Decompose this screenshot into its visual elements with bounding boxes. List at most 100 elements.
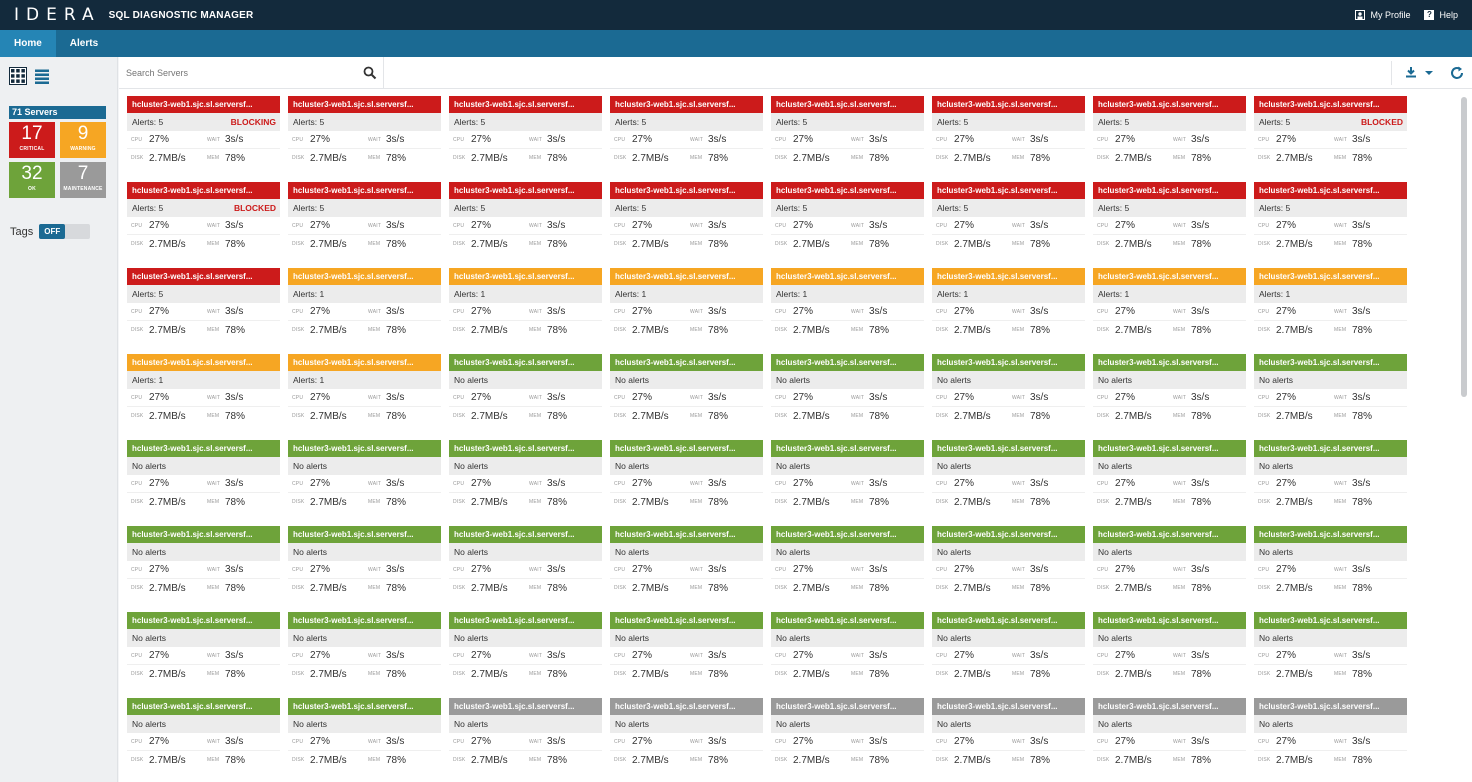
server-name[interactable]: hcluster3-web1.sjc.sl.serversf...: [288, 440, 441, 457]
server-name[interactable]: hcluster3-web1.sjc.sl.serversf...: [771, 612, 924, 629]
server-name[interactable]: hcluster3-web1.sjc.sl.serversf...: [1254, 182, 1407, 199]
server-name[interactable]: hcluster3-web1.sjc.sl.serversf...: [932, 268, 1085, 285]
server-card[interactable]: hcluster3-web1.sjc.sl.serversf... No aler…: [1093, 612, 1246, 684]
server-card[interactable]: hcluster3-web1.sjc.sl.serversf... No aler…: [610, 354, 763, 426]
server-card[interactable]: hcluster3-web1.sjc.sl.serversf... No aler…: [932, 440, 1085, 512]
server-name[interactable]: hcluster3-web1.sjc.sl.serversf...: [449, 96, 602, 113]
server-name[interactable]: hcluster3-web1.sjc.sl.serversf...: [610, 698, 763, 715]
server-card[interactable]: hcluster3-web1.sjc.sl.serversf... Alerts:…: [1093, 182, 1246, 254]
server-card[interactable]: hcluster3-web1.sjc.sl.serversf... Alerts:…: [610, 268, 763, 340]
server-card[interactable]: hcluster3-web1.sjc.sl.serversf... No aler…: [1254, 526, 1407, 598]
help-link[interactable]: ? Help: [1424, 10, 1458, 20]
server-name[interactable]: hcluster3-web1.sjc.sl.serversf...: [932, 526, 1085, 543]
server-name[interactable]: hcluster3-web1.sjc.sl.serversf...: [771, 182, 924, 199]
server-name[interactable]: hcluster3-web1.sjc.sl.serversf...: [288, 96, 441, 113]
server-name[interactable]: hcluster3-web1.sjc.sl.serversf...: [449, 440, 602, 457]
server-card[interactable]: hcluster3-web1.sjc.sl.serversf... No aler…: [932, 612, 1085, 684]
server-name[interactable]: hcluster3-web1.sjc.sl.serversf...: [127, 268, 280, 285]
server-name[interactable]: hcluster3-web1.sjc.sl.serversf...: [771, 526, 924, 543]
server-name[interactable]: hcluster3-web1.sjc.sl.serversf...: [449, 698, 602, 715]
server-card[interactable]: hcluster3-web1.sjc.sl.serversf... Alerts:…: [288, 182, 441, 254]
server-card[interactable]: hcluster3-web1.sjc.sl.serversf... Alerts:…: [449, 96, 602, 168]
server-name[interactable]: hcluster3-web1.sjc.sl.serversf...: [932, 612, 1085, 629]
server-card[interactable]: hcluster3-web1.sjc.sl.serversf... No aler…: [771, 354, 924, 426]
my-profile-link[interactable]: My Profile: [1355, 10, 1410, 20]
server-card[interactable]: hcluster3-web1.sjc.sl.serversf... No aler…: [1254, 440, 1407, 512]
server-card[interactable]: hcluster3-web1.sjc.sl.serversf... Alerts:…: [1254, 96, 1407, 168]
server-card[interactable]: hcluster3-web1.sjc.sl.serversf... Alerts:…: [127, 268, 280, 340]
server-name[interactable]: hcluster3-web1.sjc.sl.serversf...: [771, 354, 924, 371]
tags-toggle[interactable]: OFF: [39, 224, 91, 239]
server-card[interactable]: hcluster3-web1.sjc.sl.serversf... Alerts:…: [288, 96, 441, 168]
server-card[interactable]: hcluster3-web1.sjc.sl.serversf... No aler…: [932, 526, 1085, 598]
thumbnail-view-icon[interactable]: [9, 67, 27, 85]
server-name[interactable]: hcluster3-web1.sjc.sl.serversf...: [1093, 96, 1246, 113]
server-name[interactable]: hcluster3-web1.sjc.sl.serversf...: [1254, 354, 1407, 371]
server-card[interactable]: hcluster3-web1.sjc.sl.serversf... No aler…: [1093, 698, 1246, 770]
server-name[interactable]: hcluster3-web1.sjc.sl.serversf...: [449, 354, 602, 371]
server-name[interactable]: hcluster3-web1.sjc.sl.serversf...: [449, 268, 602, 285]
ok-count-tile[interactable]: 32 OK: [9, 162, 55, 198]
server-name[interactable]: hcluster3-web1.sjc.sl.serversf...: [932, 182, 1085, 199]
maintenance-count-tile[interactable]: 7 MAINTENANCE: [60, 162, 106, 198]
tab-alerts[interactable]: Alerts: [69, 38, 99, 49]
server-card[interactable]: hcluster3-web1.sjc.sl.serversf... Alerts:…: [1093, 268, 1246, 340]
server-card[interactable]: hcluster3-web1.sjc.sl.serversf... No aler…: [449, 698, 602, 770]
server-name[interactable]: hcluster3-web1.sjc.sl.serversf...: [932, 698, 1085, 715]
server-name[interactable]: hcluster3-web1.sjc.sl.serversf...: [1254, 698, 1407, 715]
server-card[interactable]: hcluster3-web1.sjc.sl.serversf... Alerts:…: [932, 182, 1085, 254]
server-card[interactable]: hcluster3-web1.sjc.sl.serversf... No aler…: [610, 698, 763, 770]
server-name[interactable]: hcluster3-web1.sjc.sl.serversf...: [127, 182, 280, 199]
server-card[interactable]: hcluster3-web1.sjc.sl.serversf... No aler…: [610, 440, 763, 512]
server-name[interactable]: hcluster3-web1.sjc.sl.serversf...: [288, 182, 441, 199]
server-name[interactable]: hcluster3-web1.sjc.sl.serversf...: [449, 182, 602, 199]
server-card[interactable]: hcluster3-web1.sjc.sl.serversf... Alerts:…: [932, 96, 1085, 168]
server-card[interactable]: hcluster3-web1.sjc.sl.serversf... No aler…: [771, 698, 924, 770]
server-card[interactable]: hcluster3-web1.sjc.sl.serversf... No aler…: [449, 354, 602, 426]
server-card[interactable]: hcluster3-web1.sjc.sl.serversf... No aler…: [771, 612, 924, 684]
idera-logo[interactable]: IDERA: [14, 5, 101, 25]
server-name[interactable]: hcluster3-web1.sjc.sl.serversf...: [771, 96, 924, 113]
server-name[interactable]: hcluster3-web1.sjc.sl.serversf...: [449, 526, 602, 543]
server-card[interactable]: hcluster3-web1.sjc.sl.serversf... Alerts:…: [1254, 268, 1407, 340]
server-card[interactable]: hcluster3-web1.sjc.sl.serversf... Alerts:…: [1093, 96, 1246, 168]
server-name[interactable]: hcluster3-web1.sjc.sl.serversf...: [1254, 526, 1407, 543]
server-card[interactable]: hcluster3-web1.sjc.sl.serversf... No aler…: [1254, 612, 1407, 684]
warning-count-tile[interactable]: 9 WARNING: [60, 122, 106, 158]
search-input[interactable]: [123, 63, 381, 83]
server-card[interactable]: hcluster3-web1.sjc.sl.serversf... No aler…: [288, 698, 441, 770]
server-name[interactable]: hcluster3-web1.sjc.sl.serversf...: [288, 268, 441, 285]
server-name[interactable]: hcluster3-web1.sjc.sl.serversf...: [127, 612, 280, 629]
server-card[interactable]: hcluster3-web1.sjc.sl.serversf... Alerts:…: [127, 354, 280, 426]
server-name[interactable]: hcluster3-web1.sjc.sl.serversf...: [771, 698, 924, 715]
server-name[interactable]: hcluster3-web1.sjc.sl.serversf...: [610, 526, 763, 543]
server-card[interactable]: hcluster3-web1.sjc.sl.serversf... Alerts:…: [1254, 182, 1407, 254]
server-card[interactable]: hcluster3-web1.sjc.sl.serversf... No aler…: [288, 440, 441, 512]
server-card[interactable]: hcluster3-web1.sjc.sl.serversf... Alerts:…: [771, 182, 924, 254]
server-card[interactable]: hcluster3-web1.sjc.sl.serversf... No aler…: [288, 612, 441, 684]
server-name[interactable]: hcluster3-web1.sjc.sl.serversf...: [449, 612, 602, 629]
server-name[interactable]: hcluster3-web1.sjc.sl.serversf...: [1093, 182, 1246, 199]
server-name[interactable]: hcluster3-web1.sjc.sl.serversf...: [610, 96, 763, 113]
server-card[interactable]: hcluster3-web1.sjc.sl.serversf... Alerts:…: [610, 96, 763, 168]
server-card[interactable]: hcluster3-web1.sjc.sl.serversf... Alerts:…: [771, 268, 924, 340]
server-name[interactable]: hcluster3-web1.sjc.sl.serversf...: [1093, 698, 1246, 715]
server-name[interactable]: hcluster3-web1.sjc.sl.serversf...: [1254, 440, 1407, 457]
server-card[interactable]: hcluster3-web1.sjc.sl.serversf... No aler…: [610, 612, 763, 684]
server-name[interactable]: hcluster3-web1.sjc.sl.serversf...: [610, 268, 763, 285]
server-name[interactable]: hcluster3-web1.sjc.sl.serversf...: [288, 612, 441, 629]
server-card[interactable]: hcluster3-web1.sjc.sl.serversf... Alerts:…: [771, 96, 924, 168]
server-card[interactable]: hcluster3-web1.sjc.sl.serversf... No aler…: [1254, 698, 1407, 770]
server-name[interactable]: hcluster3-web1.sjc.sl.serversf...: [1093, 354, 1246, 371]
server-card[interactable]: hcluster3-web1.sjc.sl.serversf... Alerts:…: [127, 182, 280, 254]
server-card[interactable]: hcluster3-web1.sjc.sl.serversf... No aler…: [127, 698, 280, 770]
server-name[interactable]: hcluster3-web1.sjc.sl.serversf...: [127, 698, 280, 715]
server-card[interactable]: hcluster3-web1.sjc.sl.serversf... Alerts:…: [127, 96, 280, 168]
search-icon[interactable]: [363, 66, 377, 80]
vertical-scrollbar[interactable]: [1461, 97, 1467, 397]
download-icon[interactable]: [1405, 66, 1437, 80]
server-name[interactable]: hcluster3-web1.sjc.sl.serversf...: [1093, 440, 1246, 457]
server-name[interactable]: hcluster3-web1.sjc.sl.serversf...: [932, 440, 1085, 457]
server-name[interactable]: hcluster3-web1.sjc.sl.serversf...: [288, 354, 441, 371]
refresh-icon[interactable]: [1449, 65, 1465, 81]
